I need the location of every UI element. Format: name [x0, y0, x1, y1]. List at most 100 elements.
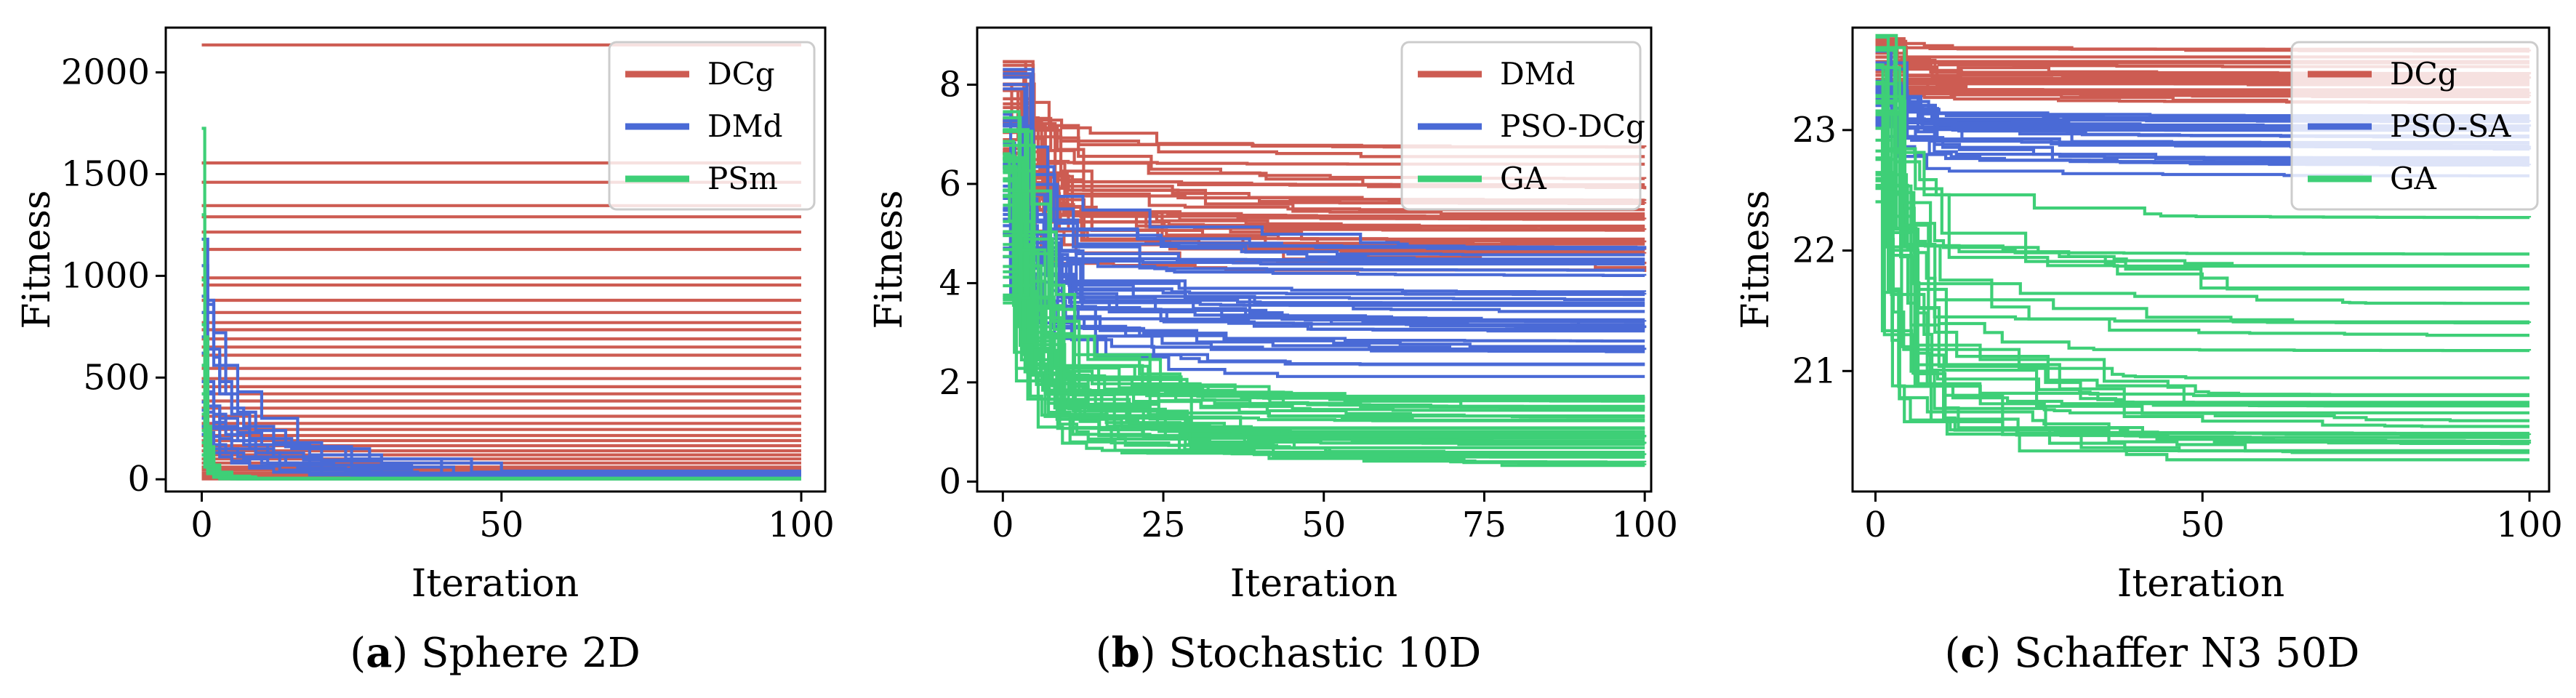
- series-line-ga: [1875, 113, 2529, 268]
- series-line-ga: [1875, 65, 2529, 454]
- series-line-dcg: [1875, 44, 2529, 51]
- legend-label: GA: [2390, 161, 2437, 196]
- x-tick-label: 50: [2180, 505, 2225, 545]
- series-line-ga: [1875, 171, 2529, 256]
- y-tick-label: 2000: [61, 52, 150, 93]
- y-axis-label: Fitness: [1734, 190, 1778, 329]
- series-line-dmd: [1003, 60, 1645, 216]
- series-line-ga: [1003, 140, 1645, 409]
- legend-box: [608, 41, 816, 211]
- axis-ticks: 0 25 50 75 100 0 2 4 6 8: [939, 64, 1678, 545]
- series-lines: [201, 43, 801, 481]
- series-line-ga: [1875, 95, 2529, 337]
- y-tick-label: 22: [1792, 230, 1837, 271]
- series-dmd: [201, 237, 801, 480]
- series-line-psm: [201, 453, 801, 481]
- series-line-pso-dcg: [1003, 163, 1645, 261]
- series-line-ga: [1875, 156, 2529, 462]
- chart-panel-schaffer: 0 50 100 21 22 23 Iteration Fitness DCg PSO-SA…: [1734, 26, 2563, 677]
- series-psm: [201, 127, 801, 481]
- series-line-ga: [1003, 177, 1645, 446]
- x-tick-label: 75: [1462, 505, 1506, 545]
- panel-caption: (c) Schaffer N3 50D: [1945, 629, 2360, 677]
- series-line-ga: [1875, 81, 2529, 406]
- axis-ticks: 0 50 100 21 22 23: [1792, 110, 2563, 545]
- series-line-ga: [1003, 189, 1645, 430]
- caption-letter: a: [366, 629, 392, 677]
- legend-item: DMd: [625, 108, 783, 144]
- legend: DCg PSO-SA GA: [2290, 41, 2539, 211]
- y-tick-label: 0: [939, 461, 961, 502]
- legend-item: PSO-DCg: [1418, 108, 1645, 144]
- y-tick-label: 6: [939, 164, 961, 204]
- x-tick-label: 50: [479, 505, 523, 545]
- series-line-pso-sa: [1875, 104, 2529, 132]
- x-axis-label: Iteration: [2117, 562, 2284, 606]
- legend-label: DCg: [2390, 56, 2457, 92]
- x-axis-label: Iteration: [1230, 562, 1397, 606]
- legend-label: PSm: [707, 161, 778, 196]
- panel-caption: (b) Stochastic 10D: [1096, 629, 1482, 677]
- legend-label: DCg: [707, 56, 775, 92]
- x-axis-label: Iteration: [412, 562, 579, 606]
- y-tick-label: 8: [939, 64, 961, 105]
- legend-item: DCg: [625, 56, 775, 92]
- x-tick-label: 0: [190, 505, 213, 545]
- y-tick-label: 1000: [61, 255, 150, 296]
- legend-item: GA: [2308, 161, 2437, 196]
- legend: DCg DMd PSm: [608, 41, 816, 211]
- series-line-dmd: [1003, 151, 1647, 232]
- x-tick-label: 100: [768, 505, 835, 545]
- caption-letter: b: [1112, 629, 1140, 677]
- legend-item: GA: [1418, 161, 1547, 196]
- y-axis-label: Fitness: [867, 190, 911, 329]
- legend-label: DMd: [1500, 56, 1576, 92]
- caption-letter: c: [1960, 629, 1985, 677]
- series-line-pso-dcg: [1003, 72, 1645, 257]
- legend-item: PSO-SA: [2308, 108, 2511, 144]
- y-tick-label: 2: [939, 362, 961, 403]
- y-tick-label: 23: [1792, 110, 1837, 151]
- x-tick-label: 0: [992, 505, 1014, 545]
- x-tick-label: 25: [1141, 505, 1185, 545]
- series-line-ga: [1003, 233, 1647, 464]
- legend-label: PSO-SA: [2390, 108, 2511, 144]
- series-line-ga: [1875, 49, 2529, 291]
- y-axis-label: Fitness: [15, 190, 59, 329]
- y-tick-label: 21: [1792, 350, 1837, 391]
- chart-panel-stochastic: 0 25 50 75 100 0 2 4 6 8 Iteration Fitness DMd PSO…: [867, 26, 1678, 677]
- panel-caption: (a) Sphere 2D: [350, 629, 640, 677]
- series-ga: [1003, 110, 1647, 468]
- series-line-ga: [1875, 94, 2529, 380]
- series-line-ga: [1875, 183, 2529, 439]
- legend: DMd PSO-DCg GA: [1400, 41, 1645, 211]
- y-tick-label: 500: [83, 357, 150, 398]
- x-tick-label: 100: [2496, 505, 2563, 545]
- legend-label: DMd: [707, 108, 783, 144]
- y-tick-label: 1500: [61, 153, 150, 194]
- series-line-ga: [1875, 82, 2532, 220]
- legend-item: PSm: [625, 161, 778, 196]
- x-tick-label: 50: [1301, 505, 1346, 545]
- series-line-ga: [1875, 35, 2529, 436]
- caption-title: Sphere 2D: [421, 630, 641, 677]
- y-tick-label: 0: [127, 459, 150, 500]
- series-line-dmd: [1003, 152, 1645, 188]
- x-tick-label: 100: [1611, 505, 1678, 545]
- legend-box: [2290, 41, 2539, 211]
- series-line-ga: [1003, 116, 1645, 410]
- caption-title: Schaffer N3 50D: [2014, 630, 2359, 677]
- x-tick-label: 0: [1864, 505, 1887, 545]
- series-line-pso-dcg: [1003, 76, 1645, 331]
- series-line-dmd: [201, 400, 801, 478]
- series-line-ga: [1875, 158, 2529, 428]
- series-ga: [1875, 33, 2532, 462]
- series-line-dmd: [201, 392, 801, 477]
- plot-frame: [976, 26, 1653, 493]
- legend-item: DMd: [1418, 56, 1576, 92]
- series-line-ga: [1003, 156, 1645, 434]
- legend-box: [1400, 41, 1642, 211]
